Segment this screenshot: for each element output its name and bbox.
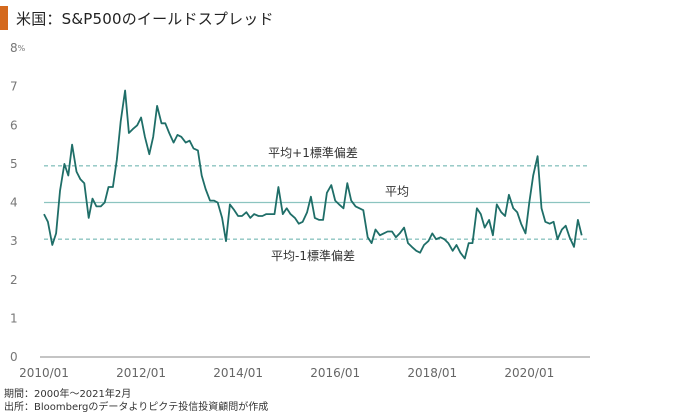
y-tick-label: 6 [10, 118, 18, 132]
y-tick-label: 0 [10, 350, 18, 364]
y-tick-label: 4 [10, 196, 18, 210]
y-unit-label: % [18, 44, 26, 53]
x-tick-label: 2016/01 [310, 366, 360, 380]
reference-line-label: 平均+1標準偏差 [268, 145, 358, 160]
footer-period: 期間：2000年～2021年2月 [4, 389, 132, 400]
y-tick-label: 7 [10, 80, 18, 94]
y-tick-label: 8% [10, 41, 26, 55]
chart-footer: 期間：2000年～2021年2月 出所：Bloombergのデータよりピクテ投信… [4, 388, 268, 414]
x-tick-label: 2014/01 [213, 366, 263, 380]
x-tick-label: 2018/01 [407, 366, 457, 380]
reference-line-label: 平均 [385, 185, 409, 199]
series-line [43, 89, 583, 260]
y-tick-label: 5 [10, 157, 18, 171]
footer-source: 出所：Bloombergのデータよりピクテ投信投資顧問が作成 [4, 402, 269, 413]
y-tick-label: 2 [10, 273, 18, 287]
x-tick-label: 2010/01 [19, 366, 69, 380]
y-tick-label: 1 [10, 311, 18, 325]
chart-title-bar: 米国：S&P500のイールドスプレッド [0, 6, 274, 30]
title-accent-bar [0, 6, 8, 30]
y-tick-label: 3 [10, 234, 18, 248]
x-tick-label: 2012/01 [116, 366, 166, 380]
reference-line-label: 平均-1標準偏差 [271, 248, 355, 263]
chart-title: 米国：S&P500のイールドスプレッド [16, 9, 274, 28]
x-tick-label: 2020/01 [504, 366, 554, 380]
